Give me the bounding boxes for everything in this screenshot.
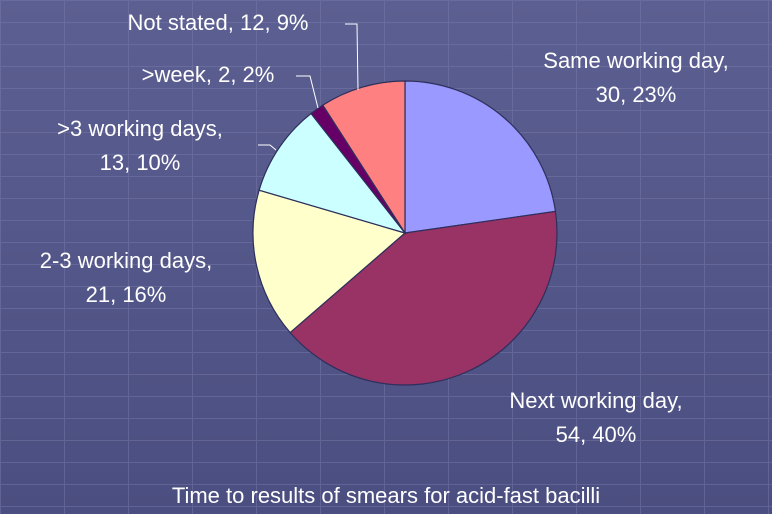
leader-line (258, 144, 277, 151)
pie-slice (252, 189, 407, 334)
pie-slice (289, 210, 558, 386)
data-label: 30, 23% (596, 82, 677, 107)
data-label: 54, 40% (556, 422, 637, 447)
data-label: >week, 2, 2% (142, 62, 275, 87)
pie (252, 80, 558, 386)
data-label: Not stated, 12, 9% (128, 10, 309, 35)
data-label: Next working day, (509, 388, 682, 413)
chart-title: Time to results of smears for acid-fast … (172, 483, 600, 508)
data-label: 13, 10% (100, 150, 181, 175)
pie-slice (258, 112, 407, 235)
leader-line (345, 23, 359, 91)
leader-line (296, 75, 319, 109)
data-label: 2-3 working days, (40, 248, 212, 273)
pie-slice (404, 80, 557, 234)
data-label: 21, 16% (86, 282, 167, 307)
data-label: >3 working days, (57, 116, 223, 141)
data-label: Same working day, (543, 48, 728, 73)
pie-slice (321, 80, 406, 236)
